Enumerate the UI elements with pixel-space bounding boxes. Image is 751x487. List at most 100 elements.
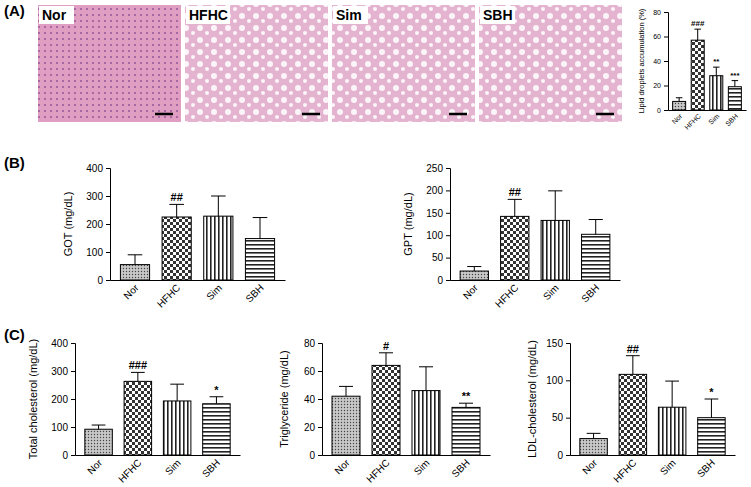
x-tick: Nor xyxy=(85,455,105,476)
axis-line xyxy=(76,455,241,456)
y-tick-mark xyxy=(446,235,450,236)
error-stem xyxy=(632,356,633,375)
significance-label: ### xyxy=(129,359,147,371)
bar-chart: ##0100200300400NorHFHCSimSBHGOT (mg/dL) xyxy=(62,163,286,310)
y-tick: 100 xyxy=(86,247,110,258)
y-tick-label: 0 xyxy=(437,275,443,286)
bar xyxy=(162,217,191,280)
y-tick-mark xyxy=(318,455,322,456)
y-tick-label: 80 xyxy=(304,338,316,349)
error-bar xyxy=(626,356,640,375)
bar-chart: #**020406080NorHFHCSimSBHTriglyceride (m… xyxy=(278,338,491,485)
y-axis-title: LDL-cholesterol (mg/dL) xyxy=(526,340,538,458)
panel-label: (A) xyxy=(4,2,25,19)
error-bar xyxy=(676,98,683,102)
x-tick: Sim xyxy=(204,280,224,302)
x-axis: NorHFHCSimSBH xyxy=(451,280,621,310)
axis-line xyxy=(669,110,747,111)
error-stem xyxy=(697,29,698,40)
scale-bar xyxy=(155,113,173,116)
y-tick: 20 xyxy=(653,82,668,89)
y-tick: 40 xyxy=(304,394,322,405)
y-tick: 200 xyxy=(426,185,450,196)
y-tick: 400 xyxy=(86,163,110,174)
error-stem xyxy=(734,81,735,87)
error-bar xyxy=(508,199,522,216)
x-tick: HFHC xyxy=(493,280,520,310)
axis-line xyxy=(71,344,76,456)
figure-svg: (A)(B)(C)NorHFHCSimSBH###*****020406080N… xyxy=(0,0,751,487)
scale-bar xyxy=(596,113,614,116)
error-stem xyxy=(672,381,673,407)
plot-area xyxy=(85,372,230,455)
error-bar xyxy=(253,218,268,239)
bar xyxy=(204,216,233,280)
y-tick: 60 xyxy=(304,366,322,377)
error-bar xyxy=(379,353,393,366)
axis-line xyxy=(106,169,111,281)
y-tick: 40 xyxy=(653,58,668,65)
y-tick-label: 50 xyxy=(432,252,444,263)
x-tick-label: Sim xyxy=(204,282,224,302)
x-tick-label: Sim xyxy=(412,457,432,477)
y-tick-mark xyxy=(71,371,75,372)
y-axis: 0100200300400 xyxy=(86,163,110,286)
y-tick-label: 100 xyxy=(546,375,563,386)
micrograph-image xyxy=(185,5,328,122)
error-bar xyxy=(459,403,473,407)
x-tick-label: HFHC xyxy=(116,457,143,484)
error-stem xyxy=(135,255,136,265)
x-tick-label: SBH xyxy=(449,457,471,479)
bar xyxy=(412,391,440,455)
y-tick: 0 xyxy=(62,450,75,461)
x-tick: Nor xyxy=(580,455,600,476)
significance-label: *** xyxy=(730,71,740,80)
y-tick: 400 xyxy=(51,338,75,349)
error-cap xyxy=(92,425,106,426)
bar xyxy=(372,365,400,455)
x-tick: Sim xyxy=(658,455,678,477)
x-tick: Nor xyxy=(332,455,352,476)
x-axis: NorHFHCSimSBH xyxy=(111,280,286,310)
x-tick: SBH xyxy=(695,455,717,479)
y-tick-label: 20 xyxy=(304,422,316,433)
error-stem xyxy=(346,386,347,396)
x-tick: SBH xyxy=(724,110,739,127)
y-tick: 150 xyxy=(426,208,450,219)
x-tick-label: HFHC xyxy=(364,457,391,484)
y-tick: 0 xyxy=(557,450,570,461)
x-tick-label: SBH xyxy=(579,282,601,304)
x-tick-label: SBH xyxy=(724,112,739,127)
y-tick-mark xyxy=(664,86,668,87)
bar xyxy=(245,239,274,280)
error-stem xyxy=(593,433,594,438)
x-tick: HFHC xyxy=(155,280,182,310)
x-tick: SBH xyxy=(449,455,471,479)
y-tick-mark xyxy=(566,380,570,381)
x-tick: HFHC xyxy=(364,455,391,485)
x-tick-label: Nor xyxy=(580,457,600,477)
y-tick-mark xyxy=(71,455,75,456)
error-bar xyxy=(211,196,226,216)
y-tick-label: 300 xyxy=(51,366,68,377)
y-tick: 20 xyxy=(304,422,322,433)
error-stem xyxy=(716,67,717,76)
error-bar xyxy=(713,67,720,76)
y-tick-mark xyxy=(318,399,322,400)
bar xyxy=(728,87,741,110)
y-tick-mark xyxy=(664,61,668,62)
error-stem xyxy=(679,98,680,102)
error-cap xyxy=(131,372,145,373)
x-tick: SBH xyxy=(243,280,265,304)
error-bar xyxy=(665,381,679,407)
error-bar xyxy=(548,191,562,221)
x-tick-label: Nor xyxy=(461,282,481,302)
micrograph-label-bg xyxy=(333,6,368,24)
x-tick: Sim xyxy=(412,455,432,477)
y-tick: 60 xyxy=(653,33,668,40)
y-tick-label: 20 xyxy=(653,82,661,89)
y-tick-label: 40 xyxy=(653,58,661,65)
micrograph-label-bg xyxy=(39,6,74,24)
error-cap xyxy=(589,219,603,220)
y-tick-label: 0 xyxy=(97,275,103,286)
